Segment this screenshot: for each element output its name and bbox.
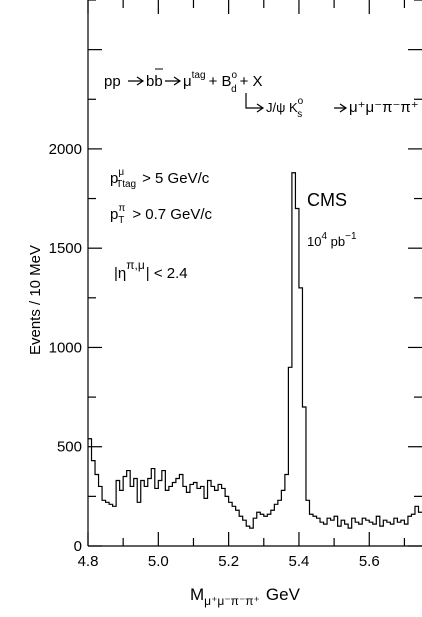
axes xyxy=(87,0,422,547)
arrow-icon xyxy=(165,76,182,86)
svg-text:pp: pp xyxy=(104,73,121,90)
y-tick-label: 2000 xyxy=(49,141,82,158)
y-tick-label: 0 xyxy=(74,538,82,555)
svg-text:bb: bb xyxy=(146,73,163,90)
svg-text:μ⁺μ⁻π⁻π⁺: μ⁺μ⁻π⁻π⁺ xyxy=(349,99,419,116)
y-tick-label: 1000 xyxy=(49,339,82,356)
cut-pion-pt: pπ T > 0.7 GeV/c xyxy=(110,203,212,226)
x-axis-label: Mμ⁺μ⁻π⁻π⁺ GeV xyxy=(190,585,301,608)
histogram-line xyxy=(88,172,422,529)
cut-eta: |ηπ,μ| < 2.4 xyxy=(114,258,188,282)
y-tick-label: 500 xyxy=(57,439,82,456)
y-tick-label: 1500 xyxy=(49,240,82,257)
svg-text:J/ψ Kos: J/ψ Ko s xyxy=(266,96,304,120)
x-tick-label: 5.6 xyxy=(359,553,380,570)
svg-text:μtag+ Bod+ X: μtag + Bo d + X xyxy=(183,70,263,95)
tick-labels: 4.8 5.0 5.2 5.4 5.6 0 500 1000 1500 2000 xyxy=(49,141,380,570)
arrow-icon xyxy=(334,103,348,113)
arrow-icon xyxy=(128,76,145,86)
x-tick-label: 5.4 xyxy=(289,553,310,570)
x-tick-label: 5.0 xyxy=(148,553,169,570)
reaction-annotation: pp bb μtag + Bo d + X J/ψ Ko s μ⁺μ⁻π⁻π⁺ xyxy=(104,68,419,120)
x-tick-label: 4.8 xyxy=(78,553,99,570)
ticks xyxy=(87,0,422,547)
cut-muon-pt: pμ Ttag > 5 GeV/c xyxy=(110,167,210,190)
decay-arrow-icon xyxy=(245,93,265,113)
x-tick-label: 5.2 xyxy=(218,553,239,570)
luminosity-label: 104 pb−1 xyxy=(307,231,357,249)
experiment-label: CMS xyxy=(307,190,347,210)
y-axis-label: Events / 10 MeV xyxy=(27,245,44,355)
